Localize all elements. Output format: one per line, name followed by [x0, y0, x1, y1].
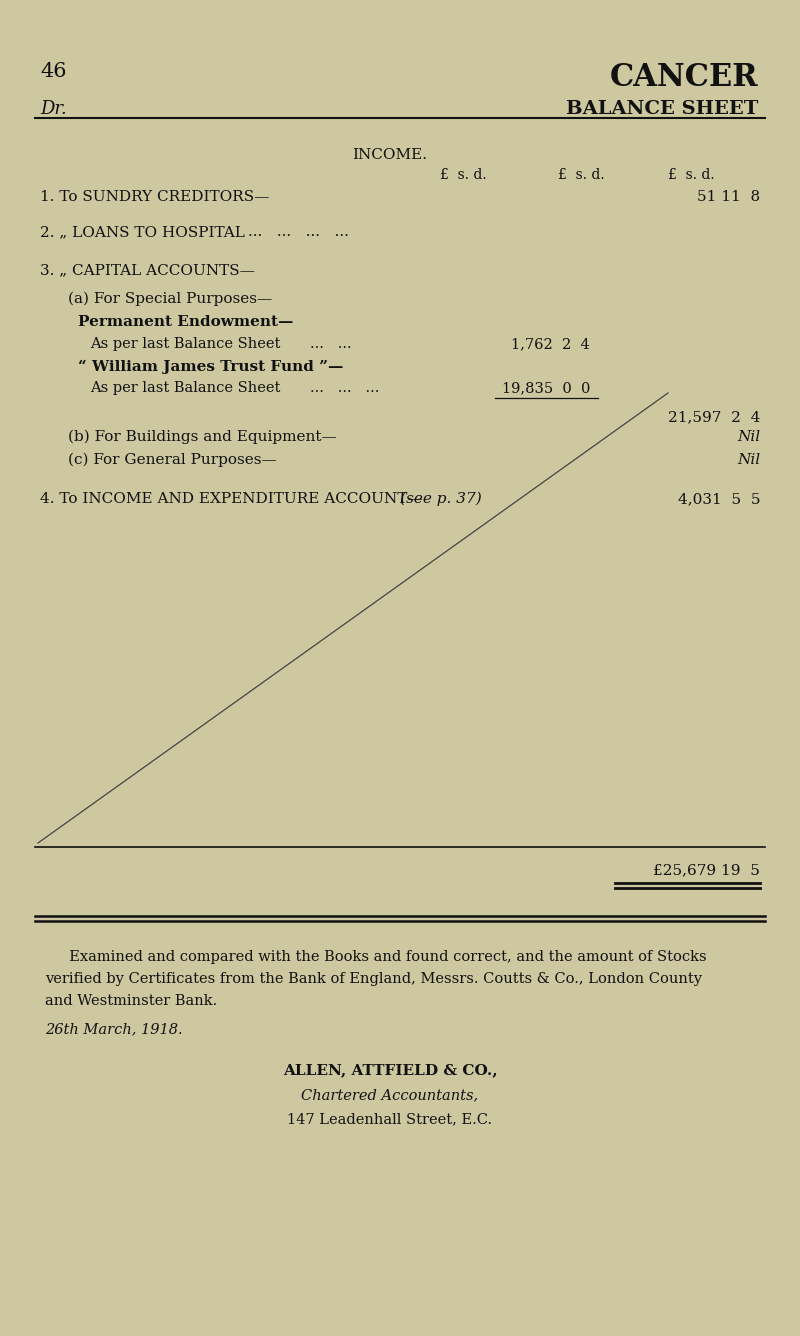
Text: 21,597  2  4: 21,597 2 4 — [668, 410, 760, 424]
Text: CANCER: CANCER — [610, 61, 758, 94]
Text: 4. To INCOME AND EXPENDITURE ACCOUNT—: 4. To INCOME AND EXPENDITURE ACCOUNT— — [40, 492, 422, 506]
Text: Nil: Nil — [737, 430, 760, 444]
Text: (see p. 37): (see p. 37) — [400, 492, 482, 506]
Text: £25,679 19  5: £25,679 19 5 — [653, 863, 760, 876]
Text: BALANCE SHEET: BALANCE SHEET — [566, 100, 758, 118]
Text: 1. To SUNDRY CREDITORS—: 1. To SUNDRY CREDITORS— — [40, 190, 270, 204]
Text: 2. „ LOANS TO HOSPITAL: 2. „ LOANS TO HOSPITAL — [40, 224, 245, 239]
Text: ...   ...: ... ... — [310, 337, 352, 351]
Text: verified by Certificates from the Bank of England, Messrs. Coutts & Co., London : verified by Certificates from the Bank o… — [45, 973, 702, 986]
Text: ...   ...   ...   ...: ... ... ... ... — [248, 224, 349, 239]
Text: Chartered Accountants,: Chartered Accountants, — [302, 1088, 478, 1102]
Text: (c) For General Purposes—: (c) For General Purposes— — [68, 453, 277, 468]
Text: 1,762  2  4: 1,762 2 4 — [511, 337, 590, 351]
Text: (b) For Buildings and Equipment—: (b) For Buildings and Equipment— — [68, 430, 337, 445]
Text: 46: 46 — [40, 61, 66, 81]
Text: INCOME.: INCOME. — [353, 148, 427, 162]
Text: 19,835  0  0: 19,835 0 0 — [502, 381, 590, 395]
Text: (a) For Special Purposes—: (a) For Special Purposes— — [68, 293, 272, 306]
Text: Examined and compared with the Books and found correct, and the amount of Stocks: Examined and compared with the Books and… — [60, 950, 706, 965]
Text: As per last Balance Sheet: As per last Balance Sheet — [90, 381, 280, 395]
Text: “ William James Trust Fund ”—: “ William James Trust Fund ”— — [78, 359, 343, 374]
Text: 4,031  5  5: 4,031 5 5 — [678, 492, 760, 506]
Text: £  s. d.: £ s. d. — [440, 168, 486, 182]
Text: Dr.: Dr. — [40, 100, 66, 118]
Text: £  s. d.: £ s. d. — [668, 168, 714, 182]
Text: ...   ...   ...: ... ... ... — [310, 381, 379, 395]
Text: £  s. d.: £ s. d. — [558, 168, 605, 182]
Text: 51 11  8: 51 11 8 — [697, 190, 760, 204]
Text: As per last Balance Sheet: As per last Balance Sheet — [90, 337, 280, 351]
Text: 147 Leadenhall Street, E.C.: 147 Leadenhall Street, E.C. — [287, 1112, 493, 1126]
Text: Permanent Endowment—: Permanent Endowment— — [78, 315, 294, 329]
Text: Nil: Nil — [737, 453, 760, 468]
Text: and Westminster Bank.: and Westminster Bank. — [45, 994, 218, 1007]
Text: 26th March, 1918.: 26th March, 1918. — [45, 1022, 182, 1035]
Text: ALLEN, ATTFIELD & CO.,: ALLEN, ATTFIELD & CO., — [282, 1063, 498, 1077]
Text: 3. „ CAPITAL ACCOUNTS—: 3. „ CAPITAL ACCOUNTS— — [40, 263, 255, 277]
